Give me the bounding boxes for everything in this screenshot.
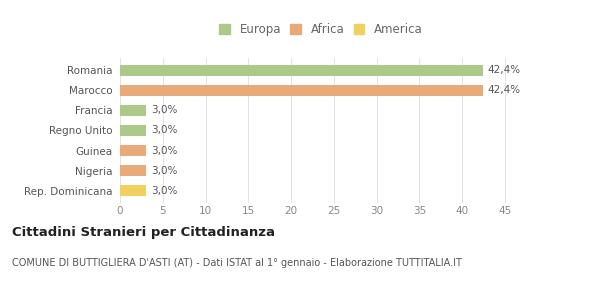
- Bar: [120, 125, 146, 136]
- Text: 3,0%: 3,0%: [151, 126, 177, 135]
- Bar: [120, 65, 482, 76]
- Text: 3,0%: 3,0%: [151, 105, 177, 115]
- Text: 42,4%: 42,4%: [488, 65, 521, 75]
- Bar: [120, 85, 482, 96]
- Bar: [120, 185, 146, 196]
- Legend: Europa, Africa, America: Europa, Africa, America: [220, 23, 422, 36]
- Text: Cittadini Stranieri per Cittadinanza: Cittadini Stranieri per Cittadinanza: [12, 226, 275, 239]
- Bar: [120, 165, 146, 176]
- Bar: [120, 145, 146, 156]
- Bar: [120, 105, 146, 116]
- Text: 42,4%: 42,4%: [488, 85, 521, 95]
- Text: 3,0%: 3,0%: [151, 186, 177, 196]
- Text: 3,0%: 3,0%: [151, 166, 177, 176]
- Text: 3,0%: 3,0%: [151, 146, 177, 156]
- Text: COMUNE DI BUTTIGLIERA D'ASTI (AT) - Dati ISTAT al 1° gennaio - Elaborazione TUTT: COMUNE DI BUTTIGLIERA D'ASTI (AT) - Dati…: [12, 258, 462, 268]
